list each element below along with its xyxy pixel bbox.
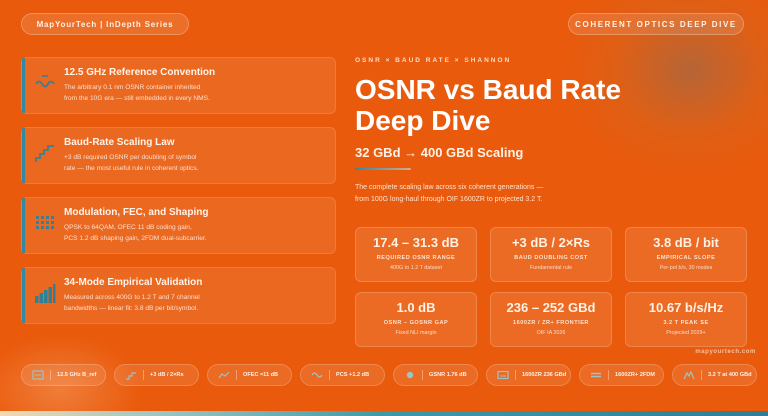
stat-sub: OIF IA 2026	[536, 330, 566, 336]
watermark: mapyourtech.com	[695, 349, 756, 355]
wave-icon	[35, 75, 55, 88]
trend-line-icon	[218, 371, 230, 379]
chip-label: 1600ZR+ 2FDM	[615, 372, 655, 378]
stat-label: OSNR – GOSNR GAP	[383, 320, 449, 326]
chip-separator	[701, 370, 702, 380]
stat-label: EMPIRICAL SLOPE	[656, 255, 716, 261]
chip-label: GSNR 1.76 dB	[429, 372, 467, 378]
stat-value: 3.8 dB / bit	[653, 235, 719, 250]
bottom-gradient-bar	[0, 411, 768, 416]
stat-sub: Per-pol b/s, 30 modes	[659, 265, 713, 271]
stats-grid: 17.4 – 31.3 dB REQUIRED OSNR RANGE 400G …	[355, 227, 760, 347]
spectrum-box-icon	[32, 370, 44, 380]
feature-cards: 12.5 GHz Reference Convention The arbitr…	[21, 57, 336, 337]
tag-chip: OFEC ≈11 dB	[207, 364, 292, 386]
hero-kicker: OSNR × BAUD RATE × SHANNON	[355, 57, 512, 64]
card-text: +3 dB required OSNR per doubling of symb…	[64, 154, 199, 172]
card-title: 34-Mode Empirical Validation	[64, 277, 203, 288]
chip-separator	[515, 370, 516, 380]
stat-card: 236 – 252 GBd 1600ZR / ZR+ FRONTIER OIF …	[490, 292, 612, 347]
stat-label: 1600ZR / ZR+ FRONTIER	[513, 320, 589, 326]
wave-icon	[311, 372, 323, 378]
chip-label: OFEC ≈11 dB	[243, 372, 279, 378]
stat-value: 17.4 – 31.3 dB	[373, 235, 459, 250]
hero-subtitle: 32 GBd → 400 GBd Scaling	[355, 145, 524, 160]
stat-value: +3 dB / 2×Rs	[511, 235, 591, 250]
stat-sub: Projected 2029+	[666, 330, 706, 336]
chip-separator	[329, 370, 330, 380]
dual-carrier-icon	[591, 372, 601, 378]
chip-label: PCS +1.2 dB	[336, 372, 370, 378]
stat-sub: Fundamental rule	[530, 265, 572, 271]
card-text: The arbitrary 0.1 nm OSNR container inhe…	[64, 84, 210, 102]
stat-card: 3.8 dB / bit EMPIRICAL SLOPE Per-pol b/s…	[625, 227, 747, 282]
stat-label: 3.2 T PEAK SE	[663, 320, 709, 326]
hero-description: The complete scaling law across six cohe…	[355, 184, 544, 203]
stat-value: 10.67 b/s/Hz	[648, 300, 724, 315]
card-title: Baud-Rate Scaling Law	[64, 137, 175, 148]
page-title: OSNR vs Baud Rate Deep Dive	[355, 74, 622, 136]
tag-chip: 1600ZR+ 2FDM	[579, 364, 664, 386]
chip-label: +3 dB / 2×Rs	[150, 372, 184, 378]
feature-card-validation: 34-Mode Empirical Validation Measured ac…	[21, 267, 336, 324]
chip-separator	[608, 370, 609, 380]
stat-value: 236 – 252 GBd	[506, 300, 596, 315]
rising-steps-icon	[126, 372, 136, 380]
chip-label: 3.2 T at 400 GBd	[708, 372, 752, 378]
series-pill: COHERENT OPTICS DEEP DIVE	[568, 13, 744, 35]
tag-chip: +3 dB / 2×Rs	[114, 364, 199, 386]
dot-target-icon	[406, 371, 414, 379]
brand-pill: MapYourTech | InDepth Series	[21, 13, 189, 35]
chip-label: 1600ZR 236 GBd	[522, 372, 567, 378]
bar-chart-icon	[35, 284, 56, 303]
chip-separator	[143, 370, 144, 380]
stat-card: 17.4 – 31.3 dB REQUIRED OSNR RANGE 400G …	[355, 227, 477, 282]
constellation-grid-icon	[36, 216, 54, 229]
tag-chip: 3.2 T at 400 GBd	[672, 364, 757, 386]
feature-card-scaling: Baud-Rate Scaling Law +3 dB required OSN…	[21, 127, 336, 184]
chip-separator	[236, 370, 237, 380]
stat-sub: Fixed NLI margin	[395, 330, 437, 336]
tag-chips: 12.5 GHz B_ref +3 dB / 2×Rs OFEC ≈11 dB …	[21, 364, 757, 386]
card-text: QPSK to 64QAM, OFEC 11 dB coding gain, PC…	[64, 224, 207, 242]
tag-chip: PCS +1.2 dB	[300, 364, 385, 386]
stat-card: 10.67 b/s/Hz 3.2 T PEAK SE Projected 202…	[625, 292, 747, 347]
stat-card: 1.0 dB OSNR – GOSNR GAP Fixed NLI margin	[355, 292, 477, 347]
stat-label: BAUD DOUBLING COST	[514, 255, 588, 261]
peak-icon	[683, 370, 695, 380]
card-title: Modulation, FEC, and Shaping	[64, 207, 209, 218]
stat-label: REQUIRED OSNR RANGE	[376, 255, 456, 261]
stat-card: +3 dB / 2×Rs BAUD DOUBLING COST Fundamen…	[490, 227, 612, 282]
stat-value: 1.0 dB	[396, 300, 436, 315]
feature-card-modulation: Modulation, FEC, and Shaping QPSK to 64Q…	[21, 197, 336, 254]
stat-sub: 400G to 1.2 T dataset	[390, 265, 442, 271]
module-icon	[497, 370, 509, 380]
card-title: 12.5 GHz Reference Convention	[64, 67, 216, 78]
chip-label: 12.5 GHz B_ref	[57, 372, 97, 378]
tag-chip: 1600ZR 236 GBd	[486, 364, 571, 386]
card-text: Measured across 400G to 1.2 T and 7 chan…	[64, 294, 200, 312]
accent-divider	[355, 168, 411, 170]
chip-separator	[422, 370, 423, 380]
chip-separator	[50, 370, 51, 380]
feature-card-reference: 12.5 GHz Reference Convention The arbitr…	[21, 57, 336, 114]
tag-chip: GSNR 1.76 dB	[393, 364, 478, 386]
staircase-icon	[35, 145, 54, 162]
tag-chip: 12.5 GHz B_ref	[21, 364, 106, 386]
